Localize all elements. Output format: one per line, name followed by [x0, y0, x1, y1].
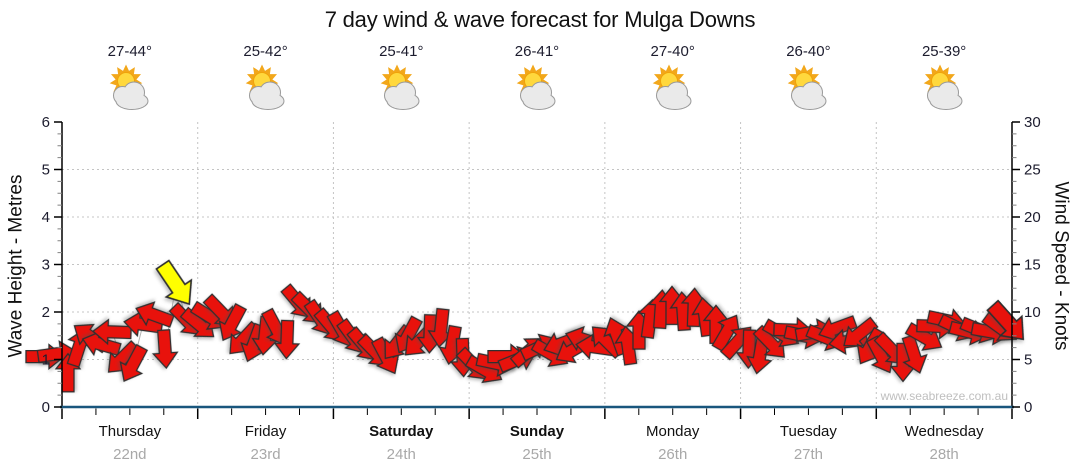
cloud-fill	[656, 82, 691, 109]
wind-speed-tick-label: 15	[1024, 257, 1041, 274]
weather-icon-wrap	[644, 63, 702, 113]
cloud-fill	[113, 82, 148, 109]
day-name-label: Saturday	[369, 423, 434, 440]
wind-arrow	[901, 334, 928, 374]
partly-cloudy-icon	[516, 64, 556, 110]
wind-arrow	[818, 315, 858, 342]
cloud-fill	[792, 82, 826, 109]
wave-height-tick-label: 3	[42, 257, 50, 274]
day-date-label: 25th	[522, 446, 552, 463]
day-date-label: 23rd	[250, 446, 281, 463]
wind-arrow	[135, 301, 175, 328]
wave-height-tick-label: 2	[42, 304, 50, 321]
wind-speed-axis-label: Wind Speed - Knots	[1050, 181, 1072, 351]
cloud-fill	[385, 82, 419, 109]
day-temp-label: 25-41°	[379, 43, 424, 60]
weather-icon-wrap	[915, 63, 973, 113]
wave-height-tick-label: 1	[42, 352, 50, 369]
weather-icon-wrap	[237, 63, 295, 113]
wave-height-tick-label: 6	[42, 114, 50, 131]
day-date-label: 22nd	[113, 446, 147, 463]
weather-icon-wrap	[779, 63, 837, 113]
cloud-fill	[249, 82, 284, 109]
partly-cloudy-icon	[788, 64, 827, 110]
watermark: www.seabreeze.com.au	[880, 389, 1008, 403]
wind-speed-tick-label: 30	[1024, 114, 1041, 131]
wind-arrow	[119, 343, 149, 382]
partly-cloudy-icon	[923, 64, 963, 110]
wind-arrow	[752, 324, 785, 358]
weather-icon-wrap	[372, 63, 430, 113]
day-date-label: 27th	[793, 446, 824, 463]
wind-speed-tick-label: 20	[1024, 209, 1041, 226]
day-temp-label: 26-41°	[514, 43, 560, 60]
wind-arrow	[218, 302, 248, 342]
wind-arrow	[151, 329, 179, 370]
day-date-label: 28th	[929, 446, 959, 463]
wind-arrow	[81, 330, 122, 357]
wind-speed-tick-label: 10	[1024, 304, 1041, 321]
wind-arrow	[904, 322, 943, 351]
day-name-label: Monday	[646, 423, 700, 440]
cloud-fill	[928, 82, 962, 109]
day-date-label: 24th	[386, 446, 416, 463]
day-temp-label: 26-40°	[786, 43, 831, 60]
wind-arrow	[843, 316, 879, 347]
wind-arrow	[91, 318, 132, 346]
day-temp-label: 27-40°	[650, 43, 695, 60]
wave-height-tick-label: 4	[42, 209, 50, 226]
wave-height-tick-label: 0	[42, 399, 50, 416]
day-name-label: Thursday	[98, 423, 162, 440]
day-name-label: Sunday	[509, 423, 565, 440]
day-temp-label: 25-42°	[243, 43, 288, 60]
wind-speed-tick-label: 25	[1024, 162, 1041, 179]
cloud-fill	[521, 82, 555, 109]
day-name-label: Tuesday	[779, 423, 837, 440]
wind-arrow-highlight	[155, 259, 193, 306]
day-name-label: Wednesday	[904, 423, 984, 440]
wave-height-tick-label: 5	[42, 162, 50, 179]
partly-cloudy-icon	[109, 64, 149, 110]
partly-cloudy-icon	[380, 64, 420, 110]
wind-speed-tick-label: 5	[1024, 352, 1032, 369]
partly-cloudy-icon	[652, 64, 692, 110]
wind-speed-tick-label: 0	[1024, 399, 1032, 416]
day-name-label: Friday	[244, 423, 287, 440]
wave-height-axis-label: Wave Height - Metres	[5, 174, 27, 358]
weather-icon-wrap	[101, 63, 159, 113]
partly-cloudy-icon	[245, 64, 285, 110]
day-date-label: 26th	[658, 446, 688, 463]
day-temp-label: 25-39°	[921, 43, 967, 60]
page-title: 7 day wind & wave forecast for Mulga Dow…	[324, 7, 756, 32]
day-temp-label: 27-44°	[107, 43, 153, 60]
wind-arrow	[273, 319, 301, 360]
weather-icon-wrap	[508, 63, 566, 113]
